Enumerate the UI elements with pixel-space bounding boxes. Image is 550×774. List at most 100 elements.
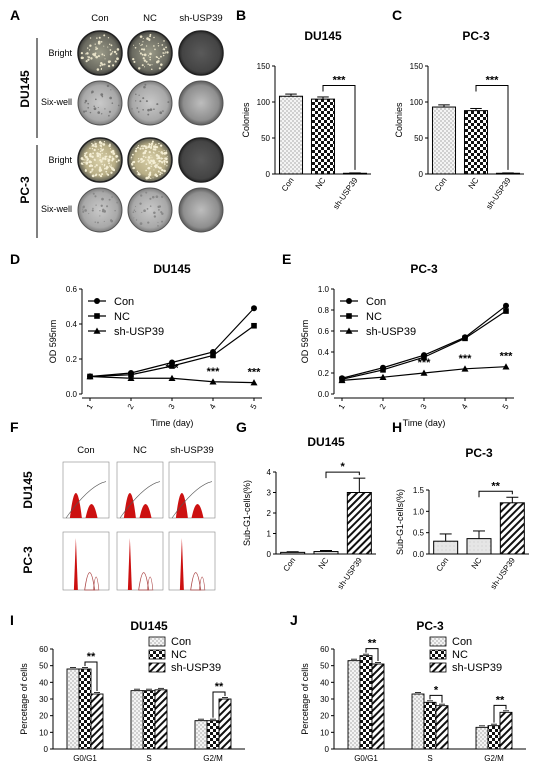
colony-speck (138, 43, 141, 45)
flow-g2-peak (85, 504, 98, 518)
significance-bracket (475, 84, 509, 170)
colony-speck (103, 34, 106, 37)
colony-speck (136, 146, 140, 149)
colony-speck (109, 96, 112, 100)
colony-speck (108, 155, 112, 159)
y-tick-label: 20 (320, 712, 329, 721)
colony-speck (103, 45, 105, 47)
y-axis-label: OD 595nm (48, 320, 58, 364)
colony-speck (159, 167, 161, 169)
colony-speck (142, 159, 145, 162)
x-tick-label: NC (467, 176, 481, 191)
colony-speck (109, 148, 111, 150)
colony-speck (117, 104, 120, 107)
colony-speck (99, 210, 101, 212)
legend-sh-usp39: sh-USP39 (366, 326, 416, 338)
bar-sh-usp39 (371, 663, 385, 750)
colony-speck (163, 48, 166, 51)
flow-s-peak (199, 576, 206, 591)
x-tick-label: G0/G1 (73, 754, 97, 763)
colony-speck (99, 215, 101, 217)
colony-speck (111, 51, 114, 53)
significance-label: *** (459, 353, 473, 365)
colony-speck (145, 156, 147, 159)
colony-speck (158, 67, 161, 70)
point-triangle (86, 373, 94, 380)
colony-speck (145, 169, 147, 172)
colony-speck (147, 113, 150, 116)
y-tick-label: 0 (266, 170, 271, 179)
flow-histogram-frame (168, 461, 216, 519)
y-axis-label: OD 595nm (300, 320, 310, 364)
y-tick-label: 150 (257, 62, 271, 71)
colony-speck (141, 64, 144, 67)
x-tick-label: G2/M (484, 754, 504, 763)
colony-speck (106, 205, 109, 208)
colony-speck (143, 209, 146, 213)
colony-speck (147, 55, 150, 57)
panel-label-i: I (10, 612, 14, 628)
colony-speck (105, 166, 108, 170)
y-tick-label: 100 (257, 98, 271, 107)
colony-speck (101, 197, 104, 201)
point-triangle (93, 327, 101, 334)
colony-speck (85, 60, 88, 63)
colony-speck (110, 89, 112, 91)
bar-con (280, 551, 306, 555)
colony-speck (153, 152, 155, 154)
panel-a-col-nc: NC (143, 13, 157, 24)
colony-speck (94, 195, 97, 198)
colony-speck (145, 100, 148, 103)
bar-con (194, 720, 208, 750)
legend-sh-usp39: sh-USP39 (452, 662, 502, 674)
colony-speck (102, 143, 106, 146)
colony-speck (91, 144, 95, 147)
legend-swatch (148, 662, 166, 673)
colony-speck (104, 167, 106, 170)
colony-speck (159, 111, 163, 115)
colony-speck (157, 45, 160, 47)
colony-speck (163, 169, 166, 173)
point-circle (503, 302, 509, 309)
point-square (169, 363, 175, 369)
panel-label-h: H (392, 419, 402, 435)
colony-speck (84, 152, 87, 155)
colony-speck (87, 47, 89, 49)
colony-speck (96, 152, 99, 155)
colony-speck (99, 175, 103, 178)
colony-speck (139, 35, 143, 38)
colony-speck (158, 205, 162, 208)
colony-speck (103, 164, 106, 167)
colony-speck (108, 114, 110, 117)
bar-nc (142, 690, 156, 750)
colony-speck (138, 173, 141, 176)
colony-speck (110, 164, 112, 166)
significance-label: ** (491, 480, 500, 492)
colony-speck (100, 93, 104, 96)
colony-speck (132, 160, 136, 164)
point-triangle (461, 365, 469, 372)
colony-speck (137, 111, 140, 113)
y-tick-label: 0 (44, 745, 49, 754)
colony-speck (130, 158, 132, 160)
colony-speck (115, 52, 118, 55)
colony-speck (111, 156, 113, 158)
colony-speck (101, 95, 104, 98)
y-tick-label: 0.2 (66, 355, 78, 364)
x-tick-label: 5 (249, 402, 259, 411)
panel-label-a: A (10, 7, 20, 23)
significance-label: ** (368, 638, 377, 650)
colony-speck (131, 153, 134, 156)
y-tick-label: 150 (410, 62, 424, 71)
colony-speck (142, 155, 145, 158)
chart-b: 0 50 100 150 Colonies DU145 Con NC sh-USP39 *** (241, 29, 371, 211)
x-tick-label: NC (470, 556, 484, 571)
colony-speck (150, 146, 153, 148)
colony-speck (160, 55, 162, 58)
x-tick-label: NC (314, 176, 328, 191)
colony-speck (136, 107, 139, 109)
y-axis-label: Colonies (241, 102, 251, 138)
colony-speck (89, 44, 92, 47)
colony-speck (112, 64, 115, 67)
colony-speck (132, 211, 135, 214)
